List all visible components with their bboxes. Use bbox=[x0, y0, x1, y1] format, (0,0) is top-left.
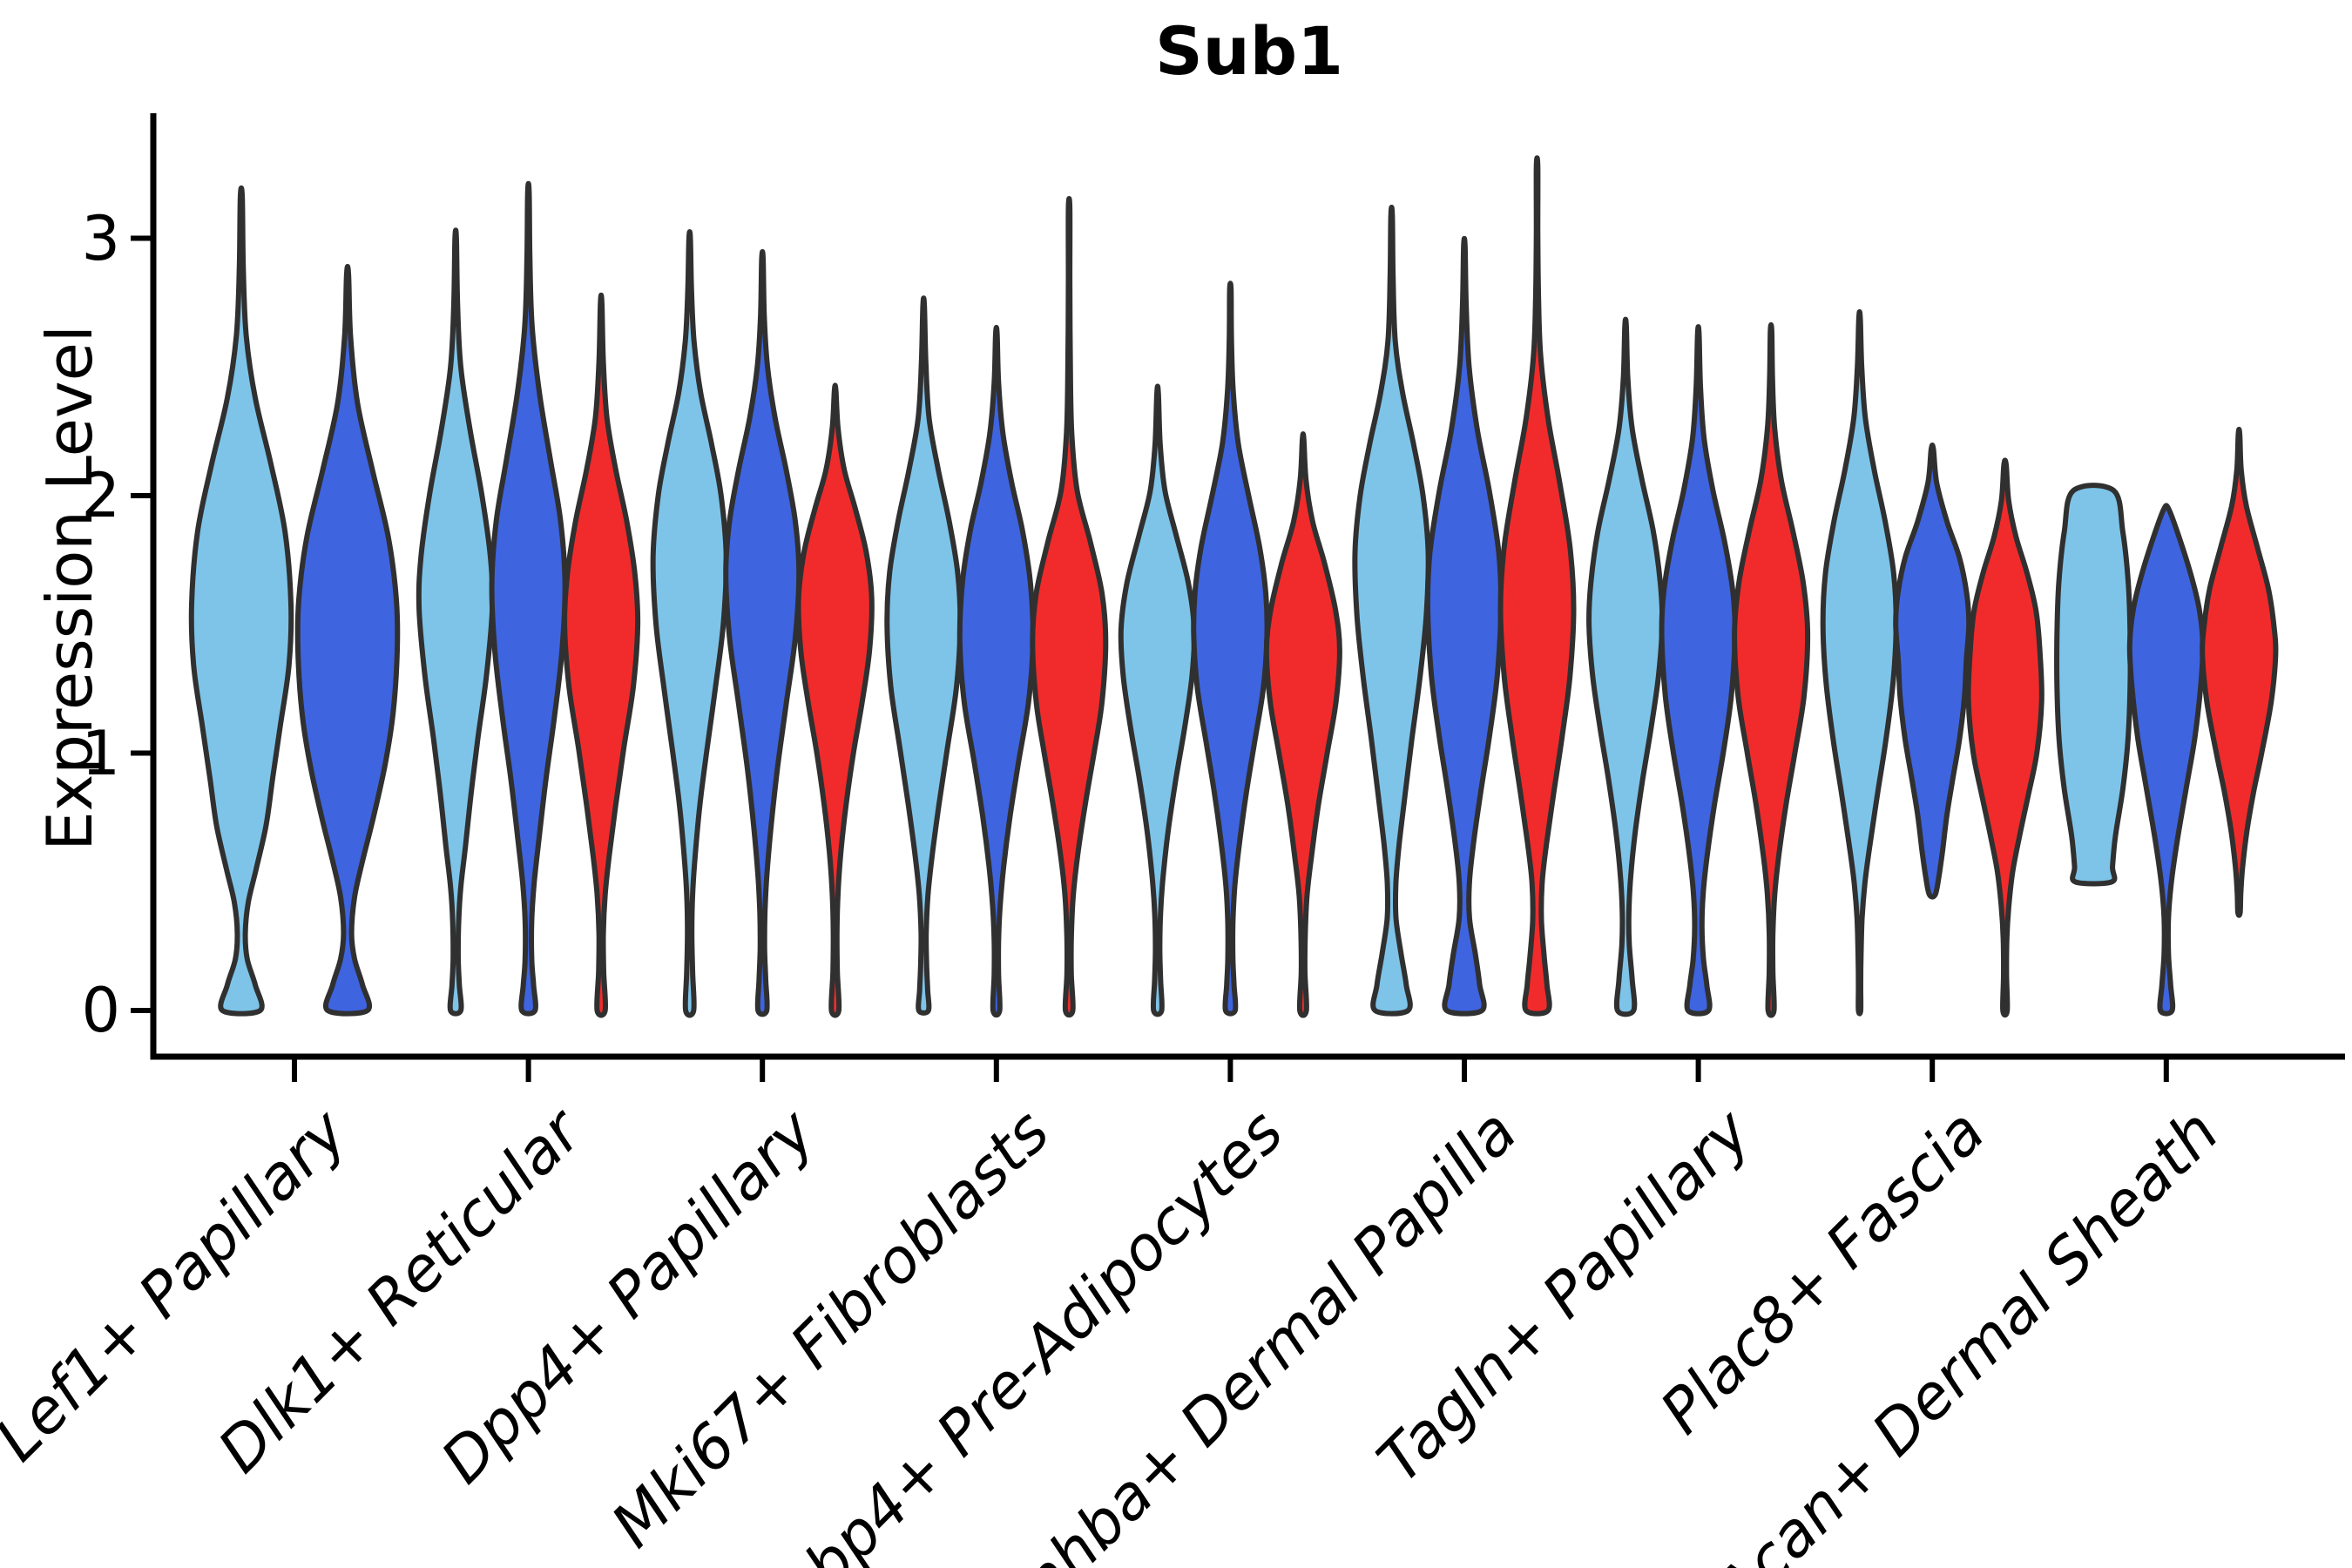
violin-lef1-papillary-db bbox=[294, 264, 401, 1017]
violin-acan-dermal-sheath-db bbox=[2126, 503, 2206, 1017]
violin-inhba-dermal-papilla-lb bbox=[1352, 205, 1431, 1017]
y-tick-label: 1 bbox=[81, 717, 120, 789]
violin-dlk1-reticular-db bbox=[489, 180, 568, 1017]
violin-inhba-dermal-papilla-r bbox=[1497, 155, 1577, 1017]
violin-plac8-fascia-r bbox=[1965, 457, 2044, 1018]
violin-dlk1-reticular-r bbox=[562, 292, 641, 1018]
violin-tagln-papillary-r bbox=[1732, 321, 1811, 1018]
violin-fabp4-pre-adipocytes-lb bbox=[1118, 383, 1198, 1017]
violin-dpp4-papillary-r bbox=[795, 382, 875, 1018]
violin-lef1-papillary-lb bbox=[188, 185, 294, 1017]
violin-fabp4-pre-adipocytes-r bbox=[1263, 431, 1342, 1018]
violin-dpp4-papillary-db bbox=[723, 249, 802, 1017]
violin-acan-dermal-sheath-r bbox=[2200, 426, 2279, 918]
violin-mki67-fibroblasts-lb bbox=[884, 295, 963, 1016]
violin-dpp4-papillary-lb bbox=[650, 229, 729, 1018]
y-tick-label: 3 bbox=[81, 202, 120, 274]
violin-plac8-fascia-db bbox=[1893, 443, 1972, 900]
violin-mki67-fibroblasts-r bbox=[1030, 196, 1109, 1018]
chart-title: Sub1 bbox=[1154, 12, 1344, 90]
y-tick-label: 0 bbox=[81, 975, 120, 1046]
violin-inhba-dermal-papilla-db bbox=[1424, 235, 1504, 1017]
violin-mki67-fibroblasts-db bbox=[956, 324, 1036, 1018]
y-tick-label: 2 bbox=[81, 460, 120, 531]
violin-dlk1-reticular-lb bbox=[416, 227, 496, 1017]
violin-plac8-fascia-lb bbox=[1820, 309, 1899, 1017]
violin-tagln-papillary-lb bbox=[1586, 316, 1666, 1017]
violin-tagln-papillary-db bbox=[1659, 324, 1738, 1017]
violin-fabp4-pre-adipocytes-db bbox=[1191, 280, 1270, 1017]
violin-acan-dermal-sheath-lb bbox=[2054, 483, 2133, 887]
